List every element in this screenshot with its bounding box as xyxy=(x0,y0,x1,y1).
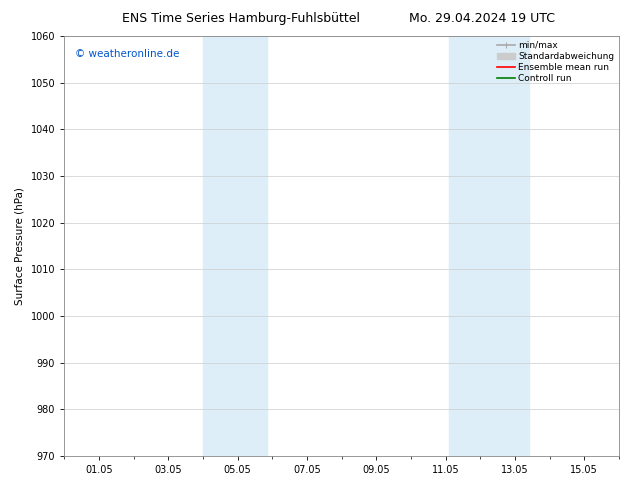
Bar xyxy=(449,36,529,456)
Bar xyxy=(203,36,267,456)
Legend: min/max, Standardabweichung, Ensemble mean run, Controll run: min/max, Standardabweichung, Ensemble me… xyxy=(495,39,616,85)
Text: ENS Time Series Hamburg-Fuhlsbüttel: ENS Time Series Hamburg-Fuhlsbüttel xyxy=(122,12,360,25)
Text: Mo. 29.04.2024 19 UTC: Mo. 29.04.2024 19 UTC xyxy=(409,12,555,25)
Text: © weatheronline.de: © weatheronline.de xyxy=(75,49,179,59)
Y-axis label: Surface Pressure (hPa): Surface Pressure (hPa) xyxy=(15,187,25,305)
